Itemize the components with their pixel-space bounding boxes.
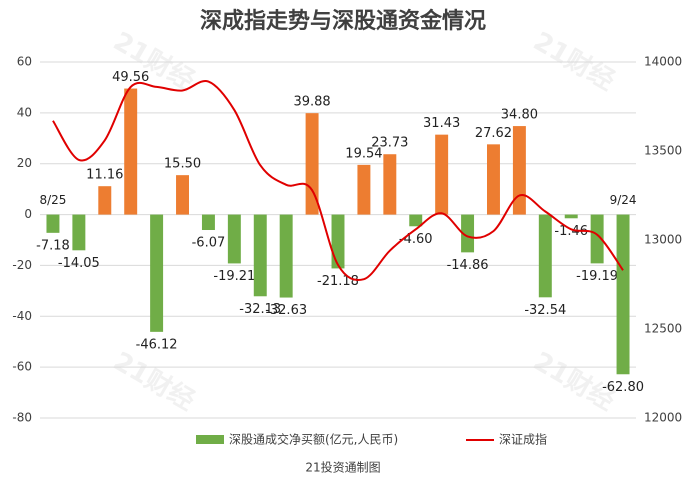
value-label: 23.73 bbox=[371, 136, 408, 151]
value-label: 27.62 bbox=[475, 126, 512, 141]
bar bbox=[253, 214, 267, 297]
bar bbox=[590, 214, 604, 264]
y-tick-label: 20 bbox=[17, 156, 32, 170]
bar bbox=[150, 214, 164, 332]
legend-label: 深股通成交净买额(亿元,人民币) bbox=[229, 432, 398, 447]
value-label: -19.19 bbox=[576, 269, 618, 284]
y-tick-label: 40 bbox=[17, 105, 32, 119]
legend-swatch bbox=[196, 435, 224, 444]
value-label: 11.16 bbox=[86, 168, 123, 183]
bar bbox=[409, 214, 423, 227]
value-label: -19.21 bbox=[213, 269, 255, 284]
y-tick-label: -80 bbox=[12, 411, 32, 425]
bar bbox=[512, 126, 526, 215]
bar bbox=[46, 214, 60, 233]
bar bbox=[279, 214, 293, 298]
watermark: 21财经 bbox=[528, 26, 620, 97]
value-label: 39.88 bbox=[293, 95, 330, 110]
legend-label: 深证成指 bbox=[499, 432, 547, 447]
watermark: 21财经 bbox=[108, 346, 200, 417]
line bbox=[52, 79, 624, 282]
chart-title: 深成指走势与深股通资金情况 bbox=[200, 8, 486, 34]
value-label: -14.05 bbox=[58, 256, 100, 271]
value-label: 15.50 bbox=[164, 157, 201, 172]
bar bbox=[72, 214, 86, 251]
bar bbox=[487, 144, 500, 215]
value-label: 31.43 bbox=[423, 116, 460, 131]
bar bbox=[98, 186, 112, 215]
y-tick-label: -60 bbox=[12, 360, 32, 374]
bar bbox=[564, 214, 578, 219]
value-label: -6.07 bbox=[192, 236, 226, 251]
value-label: -32.54 bbox=[524, 303, 566, 318]
bar bbox=[176, 175, 189, 215]
value-label: 19.54 bbox=[345, 146, 382, 161]
y2-tick-label: 14000 bbox=[644, 55, 682, 69]
bar bbox=[538, 214, 552, 298]
bar bbox=[201, 214, 215, 231]
value-label: -32.63 bbox=[265, 303, 307, 318]
source: 21投资通制图 bbox=[305, 460, 380, 475]
y-tick-label: 0 bbox=[24, 207, 32, 221]
bar bbox=[357, 164, 371, 215]
y-tick-label: -40 bbox=[12, 309, 32, 323]
y-tick-label: -20 bbox=[12, 258, 32, 272]
value-label: -32.13 bbox=[239, 302, 281, 317]
value-label: -46.12 bbox=[136, 337, 178, 352]
bar bbox=[331, 214, 345, 269]
bar bbox=[305, 113, 319, 215]
bar bbox=[227, 214, 241, 264]
value-label: 34.80 bbox=[501, 108, 538, 123]
x-tick-label: 8/25 bbox=[39, 193, 66, 207]
bar bbox=[461, 214, 475, 253]
value-label: -7.18 bbox=[36, 238, 70, 253]
y2-tick-label: 13500 bbox=[644, 144, 682, 158]
y2-tick-label: 12000 bbox=[644, 411, 682, 425]
value-label: -1.46 bbox=[554, 224, 588, 239]
value-label: 49.56 bbox=[112, 70, 149, 85]
value-label: -14.86 bbox=[447, 258, 489, 273]
value-label: -62.80 bbox=[602, 380, 644, 395]
y-tick-label: 60 bbox=[17, 55, 32, 69]
bar bbox=[383, 154, 397, 215]
bar bbox=[435, 134, 449, 215]
bar bbox=[124, 88, 138, 215]
bar bbox=[616, 214, 630, 375]
y2-tick-label: 12500 bbox=[644, 322, 682, 336]
y2-tick-label: 13000 bbox=[644, 233, 682, 247]
x-tick-label: 9/24 bbox=[610, 193, 637, 207]
value-label: -21.18 bbox=[317, 274, 359, 289]
